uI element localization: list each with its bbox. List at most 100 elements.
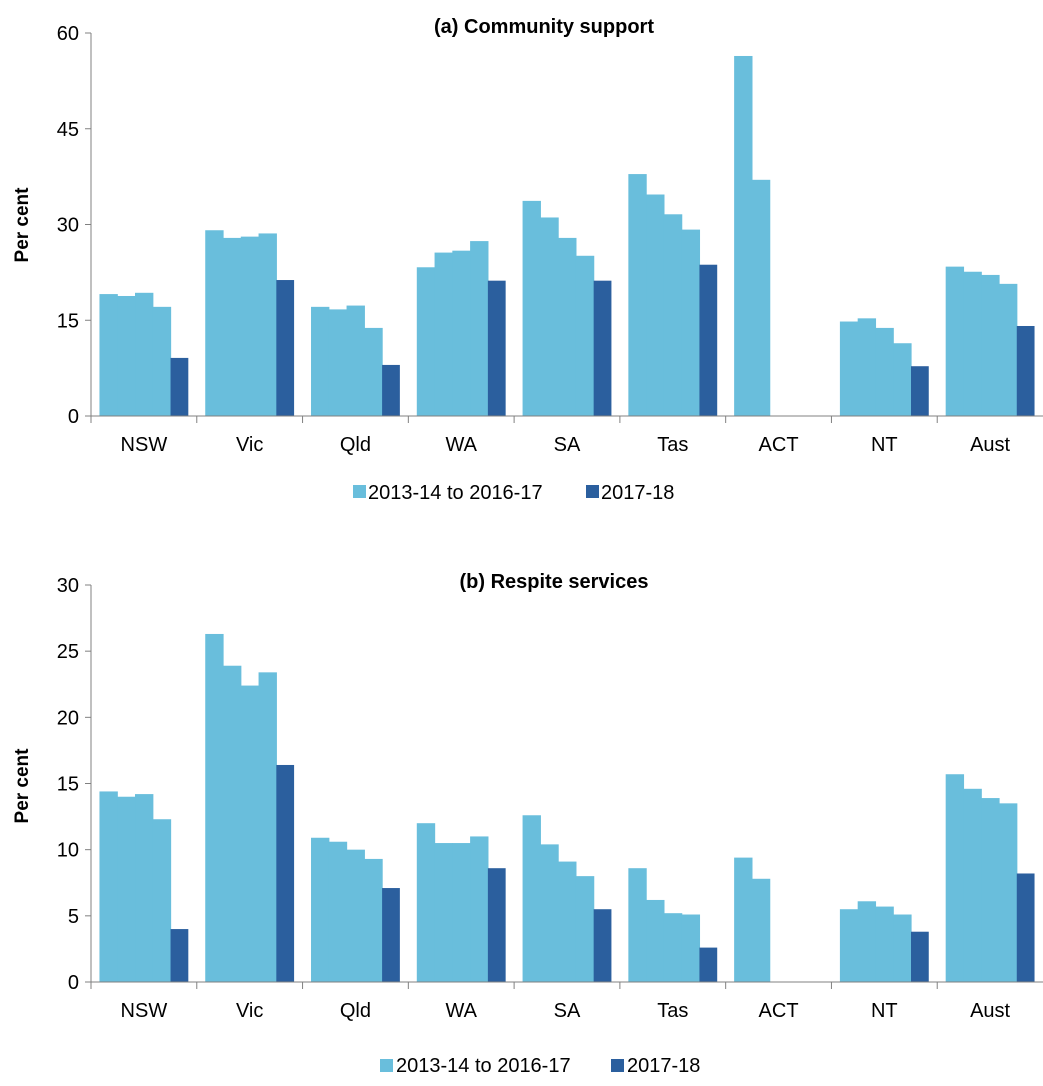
chart-svg-respite-services: (b) Respite services Per cent 0 5 10 15 20 25… bbox=[12, 571, 1043, 1077]
chart-respite-services: (b) Respite services Per cent 0 5 10 15 20 25… bbox=[0, 560, 1043, 1081]
x-tick-label-act: ACT bbox=[759, 434, 799, 456]
legend-label-current: 2017-18 bbox=[601, 482, 674, 504]
bar-nsw-2017-18 bbox=[170, 357, 189, 416]
chart-svg-community-support: (a) Community support Per cent 0 15 30 45 60… bbox=[12, 16, 1043, 504]
x-tick-label-tas: Tas bbox=[657, 434, 688, 456]
legend: 2013-14 to 2016-17 2017-18 bbox=[353, 482, 674, 504]
plot-area: 0 15 30 45 60 NSW Vic Qld WA SA Tas ACT NT Aust bbox=[57, 23, 1043, 456]
bar-vic-2017-18 bbox=[276, 764, 295, 982]
bar-nsw-period-4 bbox=[152, 306, 172, 416]
y-tick-label: 5 bbox=[68, 906, 79, 928]
legend: 2013-14 to 2016-17 2017-18 bbox=[380, 1055, 700, 1077]
bar-qld-period-4 bbox=[364, 858, 383, 982]
y-tick-label: 60 bbox=[57, 23, 79, 45]
bar-nt-period-2 bbox=[857, 318, 877, 416]
x-tick-label-vic: Vic bbox=[236, 1000, 263, 1022]
bar-act-period-1 bbox=[734, 857, 753, 982]
bar-tas-period-3 bbox=[663, 913, 683, 982]
x-tick-label-tas: Tas bbox=[657, 1000, 688, 1022]
bar-wa-period-2 bbox=[434, 252, 453, 416]
bar-vic-period-2 bbox=[223, 237, 242, 416]
legend-swatch-current bbox=[586, 485, 599, 498]
bar-qld-2017-18 bbox=[382, 364, 400, 416]
bar-nsw-period-4 bbox=[152, 819, 172, 982]
bar-aust-period-4 bbox=[998, 283, 1018, 416]
bar-tas-period-3 bbox=[663, 214, 683, 416]
bar-aust-2017-18 bbox=[1016, 325, 1035, 416]
bar-nt-2017-18 bbox=[910, 931, 929, 982]
bar-nsw-2017-18 bbox=[170, 929, 189, 982]
bar-nsw-period-2 bbox=[117, 295, 136, 416]
bar-nsw-period-1 bbox=[99, 791, 118, 982]
x-tick-label-act: ACT bbox=[759, 1000, 799, 1022]
bar-vic-period-4 bbox=[258, 233, 277, 416]
y-tick-label: 15 bbox=[57, 310, 79, 332]
x-tick-label-sa: SA bbox=[554, 1000, 581, 1022]
x-tick-label-aust: Aust bbox=[970, 434, 1010, 456]
bar-sa-period-2 bbox=[540, 844, 559, 982]
bar-tas-period-2 bbox=[646, 194, 665, 416]
bar-sa-2017-18 bbox=[593, 280, 612, 416]
bar-nsw-period-3 bbox=[135, 292, 154, 416]
bar-aust-period-2 bbox=[963, 788, 982, 982]
y-axis-label: Per cent bbox=[12, 748, 33, 824]
bar-vic-period-3 bbox=[240, 685, 260, 982]
bar-sa-period-1 bbox=[522, 200, 541, 416]
bar-tas-2017-18 bbox=[699, 947, 718, 982]
bar-wa-2017-18 bbox=[487, 280, 506, 416]
y-tick-label: 25 bbox=[57, 641, 79, 663]
x-tick-label-nt: NT bbox=[871, 434, 898, 456]
y-axis-label: Per cent bbox=[12, 187, 33, 263]
bar-aust-period-4 bbox=[998, 803, 1018, 982]
y-tick-label: 0 bbox=[68, 406, 79, 428]
legend-label-period: 2013-14 to 2016-17 bbox=[368, 482, 543, 504]
bar-vic-period-1 bbox=[205, 230, 224, 416]
bar-nt-period-1 bbox=[839, 909, 859, 982]
y-tick-label: 30 bbox=[57, 215, 79, 237]
legend-swatch-current bbox=[611, 1059, 624, 1072]
x-tick-label-qld: Qld bbox=[340, 1000, 371, 1022]
bar-vic-period-2 bbox=[223, 665, 242, 982]
x-tick-label-sa: SA bbox=[554, 434, 581, 456]
bar-vic-period-4 bbox=[258, 672, 277, 982]
bar-qld-period-3 bbox=[346, 849, 365, 982]
bar-nsw-period-3 bbox=[135, 794, 154, 982]
bar-aust-period-1 bbox=[945, 266, 965, 416]
x-tick-label-vic: Vic bbox=[236, 434, 263, 456]
bar-tas-period-1 bbox=[628, 174, 647, 416]
bar-qld-period-1 bbox=[311, 837, 330, 982]
bar-vic-2017-18 bbox=[276, 280, 295, 416]
bar-wa-period-3 bbox=[452, 843, 471, 982]
bar-sa-period-4 bbox=[575, 255, 595, 416]
bar-sa-period-2 bbox=[540, 217, 559, 416]
bar-sa-2017-18 bbox=[593, 909, 612, 982]
bar-tas-period-4 bbox=[681, 229, 701, 416]
bar-wa-period-2 bbox=[434, 843, 453, 982]
bar-wa-period-4 bbox=[470, 241, 489, 416]
bar-nt-period-4 bbox=[893, 343, 912, 416]
bar-qld-period-1 bbox=[311, 306, 330, 416]
bar-aust-period-3 bbox=[981, 798, 1000, 982]
bar-sa-period-1 bbox=[522, 815, 541, 982]
chart-title: (a) Community support bbox=[434, 16, 654, 38]
legend-swatch-period bbox=[353, 485, 366, 498]
bar-tas-2017-18 bbox=[699, 264, 718, 416]
x-tick-label-wa: WA bbox=[445, 434, 477, 456]
bar-aust-period-3 bbox=[981, 274, 1000, 416]
x-tick-label-nsw: NSW bbox=[121, 434, 168, 456]
bar-vic-period-1 bbox=[205, 633, 224, 982]
bar-qld-period-3 bbox=[346, 305, 365, 416]
bar-act-period-1 bbox=[734, 55, 753, 416]
x-tick-label-wa: WA bbox=[445, 1000, 477, 1022]
x-tick-label-qld: Qld bbox=[340, 434, 371, 456]
bar-nt-period-3 bbox=[875, 906, 894, 982]
bar-nt-period-2 bbox=[857, 901, 877, 982]
bar-tas-period-4 bbox=[681, 914, 701, 982]
bar-sa-period-4 bbox=[575, 876, 595, 982]
bar-wa-period-1 bbox=[416, 823, 436, 982]
x-tick-label-nt: NT bbox=[871, 1000, 898, 1022]
y-tick-label: 20 bbox=[57, 707, 79, 729]
bar-wa-period-3 bbox=[452, 250, 471, 416]
bar-nt-period-4 bbox=[893, 914, 912, 982]
bar-nt-period-3 bbox=[875, 327, 894, 416]
